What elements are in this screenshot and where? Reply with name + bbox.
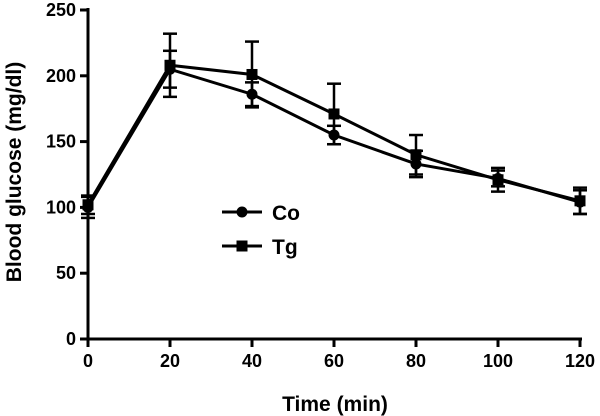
series-tg <box>81 32 587 216</box>
y-tick-label: 0 <box>66 329 76 349</box>
series-layer <box>81 32 587 220</box>
x-tick-label: 120 <box>565 351 595 371</box>
data-point <box>246 68 258 80</box>
data-point <box>492 174 504 186</box>
x-tick-label: 40 <box>242 351 262 371</box>
data-point <box>574 195 586 207</box>
legend-item-tg: Tg <box>222 236 298 259</box>
x-tick-label: 100 <box>483 351 513 371</box>
axis-ticks: 0 50 100 150 200 250 0 20 40 60 80 100 120 <box>46 0 595 371</box>
y-tick-label: 150 <box>46 132 76 152</box>
x-tick-label: 0 <box>83 351 93 371</box>
y-tick-label: 200 <box>46 66 76 86</box>
data-point <box>164 59 176 71</box>
y-tick-label: 100 <box>46 197 76 217</box>
legend-marker <box>236 240 248 252</box>
axes <box>86 8 582 341</box>
legend-label: Co <box>272 202 300 225</box>
y-tick-label: 250 <box>46 0 76 20</box>
data-point <box>328 108 340 120</box>
data-point <box>82 199 94 211</box>
x-axis-label: Time (min) <box>282 393 388 416</box>
legend-marker <box>236 206 248 218</box>
x-tick-label: 60 <box>324 351 344 371</box>
x-tick-label: 20 <box>160 351 180 371</box>
legend: Co Tg <box>222 202 300 259</box>
data-point <box>410 149 422 161</box>
y-axis-label: Blood glucose (mg/dl) <box>3 62 26 283</box>
legend-label: Tg <box>272 236 298 259</box>
y-tick-label: 50 <box>56 263 76 283</box>
legend-item-co: Co <box>222 202 300 225</box>
x-tick-label: 80 <box>406 351 426 371</box>
